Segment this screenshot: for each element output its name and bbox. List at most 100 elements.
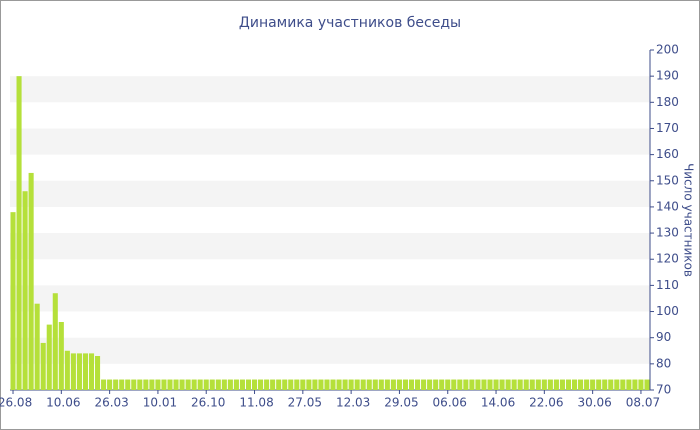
y-tick-label: 200	[656, 43, 679, 57]
bar	[258, 379, 264, 390]
bar	[378, 379, 384, 390]
bar	[439, 379, 445, 390]
bar	[632, 379, 638, 390]
bar	[596, 379, 602, 390]
bar	[433, 379, 439, 390]
bar	[221, 379, 227, 390]
bar	[155, 379, 161, 390]
y-tick-label: 170	[656, 121, 679, 135]
bar	[451, 379, 457, 390]
bar	[95, 356, 101, 390]
bar	[288, 379, 294, 390]
bar	[215, 379, 221, 390]
bar	[197, 379, 203, 390]
bar	[22, 191, 28, 390]
y-tick-label: 130	[656, 226, 679, 240]
bar	[324, 379, 330, 390]
bar	[161, 379, 167, 390]
y-tick-label: 150	[656, 173, 679, 187]
x-tick-label: 27.05	[288, 396, 322, 410]
bar	[82, 353, 89, 390]
bar	[493, 379, 499, 390]
bar	[167, 379, 173, 390]
bar	[245, 379, 252, 390]
y-tick-label: 100	[656, 304, 679, 318]
bar	[457, 379, 463, 390]
bar	[571, 379, 578, 390]
bar	[547, 379, 553, 390]
bar	[348, 379, 354, 390]
bar	[559, 379, 565, 390]
bar	[282, 379, 288, 390]
y-tick-label: 180	[656, 95, 679, 109]
bar	[620, 379, 626, 390]
x-tick-label: 12.03	[336, 396, 370, 410]
bar	[113, 379, 119, 390]
bar	[40, 342, 46, 390]
bar	[185, 379, 191, 390]
y-tick-label: 90	[656, 330, 671, 344]
bar	[119, 379, 125, 390]
grid-band	[10, 285, 650, 312]
bar	[608, 379, 614, 390]
x-tick-label: 22.06	[529, 396, 563, 410]
y-tick-label: 120	[656, 252, 679, 266]
x-tick-label: 08.07	[626, 396, 660, 410]
bar	[372, 379, 378, 390]
bar	[408, 379, 415, 390]
bar	[415, 379, 421, 390]
bar	[565, 379, 572, 390]
bar	[191, 379, 197, 390]
bar	[101, 379, 107, 390]
bar	[46, 324, 52, 390]
bar	[276, 379, 282, 390]
x-tick-label: 26.03	[94, 396, 128, 410]
bar	[463, 379, 469, 390]
bar	[209, 379, 215, 390]
bar	[270, 379, 276, 390]
bar	[578, 379, 584, 390]
bar	[10, 212, 16, 390]
bar	[342, 379, 348, 390]
grid-band	[10, 337, 650, 364]
bar	[505, 379, 511, 390]
x-tick-label: 26.08	[0, 396, 32, 410]
x-tick-label: 26.10	[191, 396, 225, 410]
x-tick-label: 06.06	[433, 396, 467, 410]
bar	[535, 379, 541, 390]
bar	[584, 379, 590, 390]
bar	[300, 379, 306, 390]
bar	[590, 379, 596, 390]
bar	[553, 379, 559, 390]
bar	[614, 379, 620, 390]
y-tick-label: 140	[656, 199, 679, 213]
x-tick-label: 10.06	[46, 396, 80, 410]
bar	[644, 379, 650, 390]
x-tick-label: 30.06	[577, 396, 611, 410]
grid-band	[10, 76, 650, 103]
bar	[173, 379, 179, 390]
bar	[251, 379, 258, 390]
bar	[179, 379, 185, 390]
bar	[626, 379, 632, 390]
bar	[131, 379, 137, 390]
chart-title: Динамика участников беседы	[239, 15, 461, 31]
grid-band	[10, 128, 650, 155]
bar	[475, 379, 481, 390]
bar	[28, 172, 34, 390]
bar	[312, 379, 318, 390]
bar	[390, 379, 396, 390]
bar	[34, 303, 40, 390]
bar	[638, 379, 644, 390]
bar	[499, 379, 505, 390]
x-tick-label: 10.01	[143, 396, 177, 410]
bar	[125, 379, 131, 390]
bar	[529, 379, 535, 390]
bar	[523, 379, 529, 390]
x-tick-label: 14.06	[481, 396, 515, 410]
x-tick-label: 11.08	[239, 396, 273, 410]
y-tick-label: 70	[656, 383, 671, 397]
bar	[517, 379, 523, 390]
bar	[306, 379, 312, 390]
bar	[264, 379, 270, 390]
